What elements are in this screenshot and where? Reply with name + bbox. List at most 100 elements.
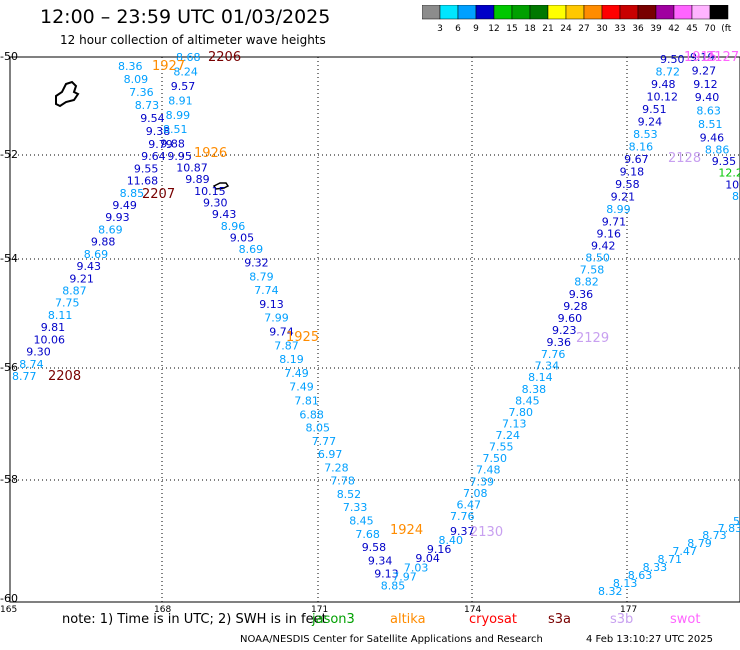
colorbar-label: 36 [632,24,644,34]
colorbar-swatch [673,5,693,20]
wave-height-value: 8.82 [574,276,599,289]
colorbar-swatch [529,5,549,20]
wave-height-value: 9.43 [77,260,102,273]
colorbar-label: 6 [455,24,461,34]
lat-label: -60 [0,592,18,605]
wave-height-value: 7.78 [330,475,355,488]
colorbar-label: 33 [614,24,625,34]
wave-height-value: 9.13 [259,298,284,311]
lon-labels: 165 168 171 174 177 [0,605,637,615]
wave-height-value: 7.13 [502,418,527,431]
lat-label: -58 [0,473,18,486]
wave-height-value: 8.99 [166,109,191,122]
pass-label: 2207 [142,187,175,202]
wave-height-value: 9.48 [651,78,676,91]
wave-height-value: 8.38 [522,383,547,396]
wave-height-value: 7.74 [254,284,279,297]
wave-height-value: 7.24 [496,429,521,442]
wave-height-value: 9.21 [69,272,94,285]
wave-height-value: 9.43 [212,208,237,221]
wave-height-value: 8.68 [176,51,201,64]
colorbar-swatch [583,5,603,20]
lon-label: 174 [464,605,481,615]
wave-height-value: 7.87 [274,339,299,352]
wave-height-value: 8.99 [606,203,631,216]
lat-labels: -50 -52 -54 -56 -58 -60 [0,50,18,605]
wave-height-value: 9.46 [700,131,725,144]
wave-height-value: 9.34 [368,554,393,567]
wave-height-value: 8.86 [705,143,730,156]
colorbar-swatch [493,5,513,20]
pass-labels: 1927 2206 1926 2207 1925 2208 1924 2130 2129 2128… [48,50,739,540]
wave-height-value: 7.55 [489,441,514,454]
wave-height-value: 6.97 [318,448,343,461]
wave-height-value: 8.51 [163,123,188,136]
legend-cryosat: cryosat [469,612,517,627]
wave-height-value: 8.52 [337,488,362,501]
wave-height-value: 8.24 [173,65,198,78]
wave-height-value: 10.8 [725,178,740,191]
colorbar-label: (ft) [721,24,732,34]
footer-credit: NOAA/NESDIS Center for Satellite Applica… [240,634,543,645]
wave-height-value: 8.50 [585,252,610,265]
lat-label: -52 [0,148,18,161]
wave-height-value: 8.19 [279,353,304,366]
colorbar-swatch [439,5,459,20]
wave-height-value: 8. [732,190,740,203]
colorbar-swatch [457,5,477,20]
pass-label: 2208 [48,369,81,384]
pass-label: 2128 [668,151,701,166]
colorbar-swatch [547,5,567,20]
wave-height-value: 7.39 [470,475,495,488]
wave-height-value: 7.49 [284,367,309,380]
wave-height-value: 9.38 [146,125,171,138]
wave-height-value: 7.47 [672,545,697,558]
wave-height-value: 7.03 [404,561,429,574]
wave-height-value: 6.47 [457,498,482,511]
colorbar-swatch [601,5,621,20]
wave-height-value: 9.16 [427,543,452,556]
lon-label: 165 [0,605,17,615]
wave-height-value: 9.74 [269,326,294,339]
pass-label: 1924 [390,523,423,538]
colorbar-swatch [619,5,639,20]
wave-height-value: 8.85 [120,187,145,200]
wave-height-value: 8.40 [439,534,464,547]
wave-height-value: 8.14 [528,371,553,384]
pass-label: 2130 [470,525,503,540]
wave-height-value: 9.71 [602,215,627,228]
lat-label: -50 [0,50,18,63]
wave-height-value: 9.40 [695,91,720,104]
wave-height-value: 9.54 [140,112,165,125]
wave-height-value: 9.88 [91,236,116,249]
wave-height-value: 10.87 [176,161,208,174]
wave-height-value: 8.69 [84,248,109,261]
colorbar-swatch [637,5,657,20]
wave-height-value: 7.76 [450,510,475,523]
wave-height-value: 9.81 [41,321,65,334]
wave-height-value: 9.58 [615,178,640,191]
pass-label: 2127 [706,50,739,65]
wave-height-value: 10.15 [194,185,226,198]
note-text: note: 1) Time is in UTC; 2) SWH is in fe… [62,612,327,627]
wave-height-value: 7.50 [483,452,508,465]
wave-height-value: 10.06 [34,333,66,346]
wave-height-value: 8.36 [118,60,143,73]
page-subtitle: 12 hour collection of altimeter wave hei… [60,33,326,47]
colorbar-label: 12 [488,24,499,34]
wave-height-value: 8.79 [687,537,712,550]
wave-height-value: 9.37 [450,525,475,538]
colorbar-label: 9 [473,24,479,34]
wave-height-value: 8.79 [249,270,274,283]
wave-height-value: 7.83 [718,522,740,535]
page-title: 12:00 – 23:59 UTC 01/03/2025 [40,6,331,28]
pass-label: 1926 [194,146,227,161]
colorbar-swatch [475,5,495,20]
wave-height-value: 7.58 [580,264,605,277]
colorbar-swatch [709,5,729,20]
wave-height-value: 8.33 [643,561,668,574]
wave-height-value: 8.73 [702,529,727,542]
wave-height-value: 9.79 [148,138,173,151]
